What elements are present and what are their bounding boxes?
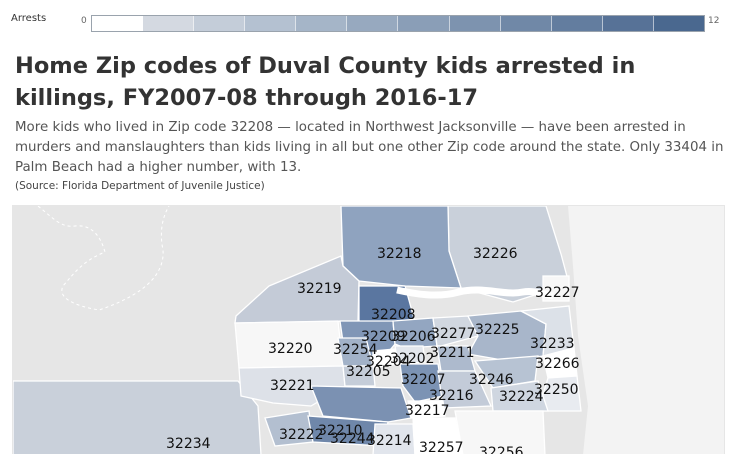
legend-step — [245, 16, 297, 31]
zip-area-32224[interactable] — [490, 380, 549, 412]
zip-label: 32207 — [401, 372, 446, 388]
zip-label: 32214 — [367, 433, 412, 449]
zip-area-32234[interactable] — [13, 380, 262, 454]
map-canvas[interactable]: 32218 32226 32219 32208 32227 32209 3220… — [13, 206, 725, 454]
zip-label: 32221 — [270, 378, 315, 394]
zip-label: 32219 — [297, 281, 342, 297]
zip-label: 32246 — [469, 372, 514, 388]
zip-label: 32244 — [330, 431, 375, 447]
legend-step — [602, 16, 654, 31]
zip-label: 32233 — [530, 336, 575, 352]
zip-polygons[interactable] — [13, 206, 582, 454]
legend-step — [296, 16, 348, 31]
zip-label: 32209 — [361, 329, 406, 345]
zip-label: 32210 — [318, 423, 363, 439]
page-title: Home Zip codes of Duval County kids arre… — [15, 53, 636, 111]
zip-label: 32202 — [390, 351, 435, 367]
zip-area-32210[interactable] — [310, 385, 412, 423]
zip-label: 32217 — [405, 403, 450, 419]
legend-step — [551, 16, 603, 31]
zip-label: 32266 — [535, 356, 580, 372]
county-boundary — [37, 206, 170, 311]
zip-label: 32224 — [499, 389, 544, 405]
zip-label: 32208 — [371, 307, 416, 323]
zip-label: 32218 — [377, 246, 422, 262]
legend-min-value: 0 — [81, 16, 87, 26]
color-legend: Arrests 0 12 — [0, 0, 736, 40]
source-note: (Source: Florida Department of Juvenile … — [15, 180, 265, 192]
legend-step — [92, 16, 144, 31]
legend-color-ramp — [91, 15, 705, 32]
legend-step — [347, 16, 399, 31]
zip-area-32257[interactable] — [412, 417, 464, 454]
zip-area-32207[interactable] — [399, 363, 444, 403]
legend-step — [500, 16, 552, 31]
zip-labels: 32218 32226 32219 32208 32227 32209 3220… — [166, 246, 580, 454]
zip-label: 32225 — [475, 322, 520, 338]
zip-label: 32227 — [535, 285, 580, 301]
zip-label: 32220 — [268, 341, 313, 357]
legend-title: Arrests — [11, 13, 47, 24]
legend-step — [143, 16, 195, 31]
ocean-area — [568, 206, 724, 454]
zip-area-32202[interactable] — [394, 345, 426, 365]
zip-area-32216[interactable] — [437, 370, 492, 409]
zip-label: 32216 — [429, 388, 474, 404]
legend-step — [194, 16, 246, 31]
legend-step — [653, 16, 704, 31]
description-text: More kids who lived in Zip code 32208 — … — [15, 120, 724, 175]
zip-label: 32211 — [430, 345, 475, 361]
legend-step — [449, 16, 501, 31]
zip-area-32214[interactable] — [372, 423, 416, 454]
zip-label: 32206 — [391, 329, 436, 345]
zip-label: 32222 — [279, 427, 324, 443]
zip-label: 32254 — [333, 342, 378, 358]
choropleth-map[interactable]: 32218 32226 32219 32208 32227 32209 3220… — [12, 205, 725, 454]
zip-label: 32205 — [346, 364, 391, 380]
zip-label: 32256 — [479, 445, 524, 454]
zip-label: 32204 — [366, 354, 411, 370]
zip-area-32256[interactable] — [454, 410, 546, 454]
zip-area-32277[interactable] — [432, 315, 479, 347]
zip-label: 32257 — [419, 440, 464, 454]
zip-label: 32277 — [431, 326, 476, 342]
river — [396, 286, 554, 300]
legend-step — [398, 16, 450, 31]
zip-area-32205[interactable] — [342, 365, 376, 387]
zip-area-32217[interactable] — [407, 400, 446, 419]
zip-label: 32250 — [534, 382, 579, 398]
zip-label: 32226 — [473, 246, 518, 262]
zip-label: 32234 — [166, 436, 211, 452]
legend-max-value: 12 — [708, 16, 720, 26]
